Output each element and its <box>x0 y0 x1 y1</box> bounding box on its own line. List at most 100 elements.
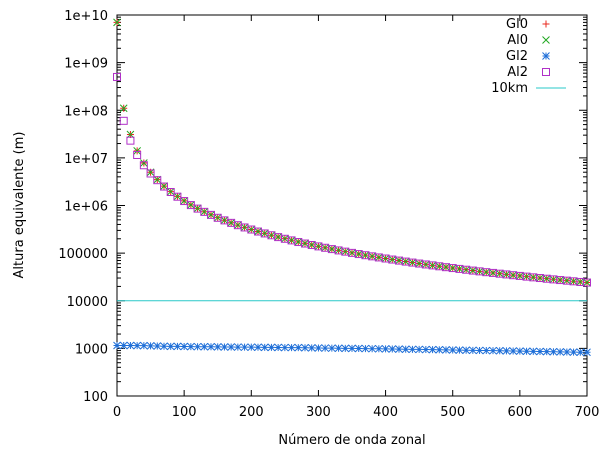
data-point-gl2 <box>395 345 403 353</box>
x-tick-label: 100 <box>172 405 197 420</box>
data-point-al0 <box>207 210 215 219</box>
data-point-gl2 <box>408 345 417 354</box>
data-point-al0 <box>113 18 121 27</box>
data-point-al0 <box>536 274 544 282</box>
data-point-al2 <box>139 161 148 170</box>
y-tick-label: 100 <box>83 390 108 405</box>
data-point-al0 <box>160 182 168 190</box>
data-point-al0 <box>274 233 282 241</box>
data-point-gl2 <box>173 342 182 351</box>
data-point-al0 <box>576 278 585 286</box>
data-point-gl2 <box>388 345 397 353</box>
data-point-al0 <box>119 104 128 113</box>
data-point-gl2 <box>314 344 323 352</box>
data-point-gl2 <box>368 344 376 353</box>
data-point-gl2 <box>234 343 242 351</box>
legend-label: 10km <box>491 81 528 96</box>
data-point-al0 <box>361 251 370 259</box>
data-point-gl2 <box>354 344 363 353</box>
data-point-al0 <box>200 207 209 216</box>
data-point-al2 <box>173 192 182 201</box>
y-tick-label: 1e+06 <box>64 200 108 215</box>
x-tick-label: 400 <box>373 405 398 420</box>
data-point-gl2 <box>556 348 564 356</box>
data-point-al0 <box>395 256 403 265</box>
data-point-gl2 <box>361 344 370 353</box>
data-point-al2 <box>119 116 128 125</box>
data-point-al0 <box>381 254 390 263</box>
data-point-gl2 <box>348 344 356 353</box>
data-point-gl2 <box>287 343 296 352</box>
data-point-al0 <box>516 272 524 280</box>
data-point-al0 <box>388 255 397 264</box>
y-axis-label: Altura equivalente (m) <box>12 132 27 279</box>
data-point-gl2 <box>213 343 222 351</box>
data-point-al0 <box>287 236 296 245</box>
legend-label: Gl0 <box>506 17 528 32</box>
data-point-al0 <box>133 147 141 155</box>
x-tick-label: 200 <box>239 405 264 420</box>
data-point-al0 <box>556 276 564 284</box>
data-point-al0 <box>455 265 464 273</box>
legend-label: Gl2 <box>506 49 528 64</box>
data-point-al0 <box>334 246 343 255</box>
data-point-al0 <box>247 225 256 234</box>
data-point-al0 <box>166 187 175 196</box>
series-layer <box>113 18 591 357</box>
data-point-gl2 <box>153 342 162 350</box>
data-point-gl2 <box>146 341 155 350</box>
data-point-gl2 <box>415 345 423 354</box>
data-point-gl2 <box>455 346 464 354</box>
data-point-al0 <box>321 243 329 252</box>
data-point-al0 <box>368 252 376 261</box>
data-point-gl2 <box>401 345 410 354</box>
data-point-gl2 <box>375 344 383 353</box>
data-point-gl2 <box>442 346 450 354</box>
data-point-gl2 <box>301 343 309 352</box>
data-point-al0 <box>442 263 450 271</box>
legend-swatch <box>542 52 550 60</box>
data-point-al0 <box>529 273 538 282</box>
data-point-al2 <box>126 136 135 145</box>
data-point-al2 <box>146 169 155 178</box>
data-point-al2 <box>583 278 591 287</box>
y-tick-label: 1e+09 <box>64 57 108 72</box>
data-point-al0 <box>173 192 182 201</box>
legend-swatch <box>542 20 550 28</box>
data-point-gl2 <box>254 343 262 352</box>
data-point-gl2 <box>180 342 188 351</box>
data-point-gl2 <box>240 343 249 352</box>
data-point-gl2 <box>549 347 558 356</box>
data-point-gl2 <box>126 341 135 350</box>
x-axis-label: Número de onda zonal <box>278 433 425 448</box>
data-point-al0 <box>569 277 578 286</box>
data-point-al0 <box>428 261 437 270</box>
legend-label: Al2 <box>507 65 528 80</box>
data-point-al0 <box>328 245 336 253</box>
data-point-gl2 <box>160 342 168 351</box>
data-point-gl2 <box>227 343 235 351</box>
data-point-gl2 <box>469 346 477 355</box>
data-point-al0 <box>475 267 484 276</box>
data-point-gl2 <box>563 348 571 356</box>
data-point-al0 <box>522 272 531 281</box>
data-point-al0 <box>140 159 148 167</box>
data-point-al0 <box>301 239 309 248</box>
data-point-gl2 <box>502 347 511 355</box>
data-point-al0 <box>415 259 423 268</box>
data-point-gl2 <box>220 343 229 351</box>
data-point-gl2 <box>448 346 457 354</box>
data-point-al0 <box>153 175 162 184</box>
data-point-al0 <box>502 270 511 279</box>
data-point-gl2 <box>321 344 329 352</box>
data-point-al0 <box>307 241 316 249</box>
data-point-gl2 <box>207 342 215 351</box>
data-point-gl2 <box>260 343 269 352</box>
y-tick-label: 100000 <box>58 247 108 262</box>
data-point-al0 <box>213 213 222 222</box>
data-point-al0 <box>267 231 276 240</box>
data-point-gl2 <box>529 347 538 356</box>
data-point-al0 <box>583 278 591 287</box>
data-point-al2 <box>113 72 121 81</box>
